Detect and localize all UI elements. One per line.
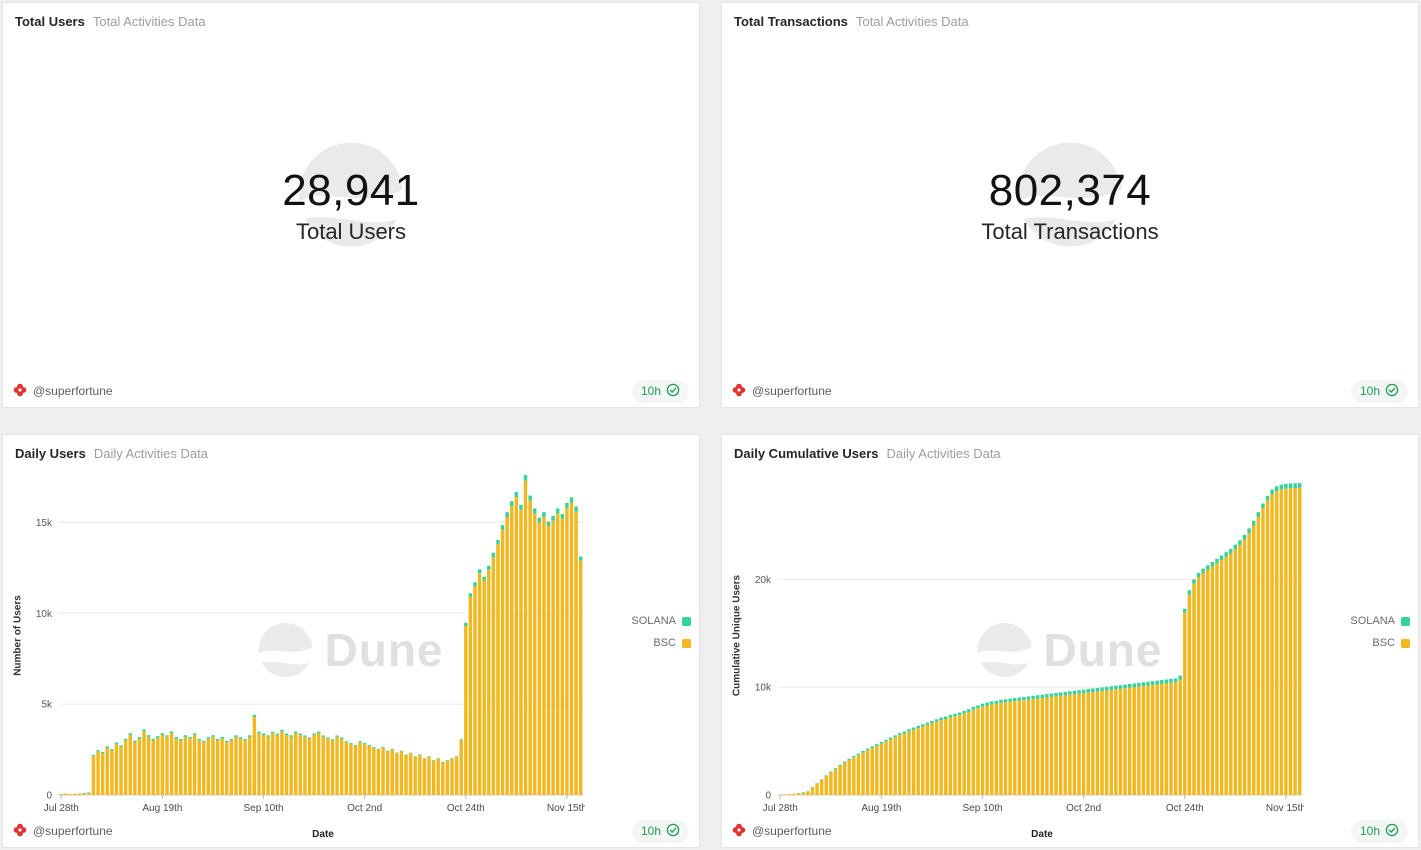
legend-swatch-bsc [682,638,691,648]
svg-text:Jul 28th: Jul 28th [763,803,798,814]
author-handle: @superfortune [752,384,832,398]
svg-text:Sep 10th: Sep 10th [244,803,284,814]
panel-total-users: Total Users Total Activities Data 28,941… [2,2,700,408]
panel-subtitle: Daily Activities Data [93,446,208,461]
freshness-label: 10h [640,824,661,838]
panel-footer: @superfortune 10h [722,815,1418,847]
counter-label: Total Transactions [981,218,1159,244]
counter-value: 802,374 [988,165,1152,215]
author-handle: @superfortune [33,824,113,838]
panel-total-transactions: Total Transactions Total Activities Data… [721,2,1419,408]
legend-swatch-solana [1401,616,1410,626]
svg-text:Sep 10th: Sep 10th [963,803,1003,814]
chart-legend: SOLANA BSC [595,615,691,649]
legend-item-bsc: BSC [653,637,691,649]
svg-text:20k: 20k [755,575,772,586]
panel-footer: @superfortune 10h [3,815,699,847]
svg-text:0: 0 [46,791,52,802]
author-link[interactable]: @superfortune [732,383,832,400]
superfortune-logo-icon [13,823,27,840]
panel-subtitle: Total Activities Data [92,14,206,29]
legend-label: SOLANA [631,615,676,627]
panel-footer: @superfortune 10h [3,375,699,407]
x-axis-title: Date [1031,829,1053,840]
panel-subtitle: Daily Activities Data [886,446,1001,461]
daily-users-chart: 0 5k 10k 15k Jul 28th Aug 19th Sep 10th Oct 2nd… [19,469,587,821]
svg-text:10k: 10k [755,683,772,694]
freshness-label: 10h [1359,824,1380,838]
legend-label: BSC [653,637,676,649]
panel-subtitle: Total Activities Data [855,14,969,29]
panel-header: Daily Users Daily Activities Data [3,435,699,461]
legend-swatch-bsc [1401,638,1410,648]
svg-text:Oct 2nd: Oct 2nd [1066,803,1101,814]
panel-footer: @superfortune 10h [722,375,1418,407]
svg-text:Nov 15th: Nov 15th [547,803,585,814]
legend-item-solana: SOLANA [631,615,691,627]
counter-value: 28,941 [282,165,420,215]
panel-daily-cumulative-users: Daily Cumulative Users Daily Activities … [721,434,1419,848]
svg-text:Oct 24th: Oct 24th [1166,803,1204,814]
panel-header: Total Users Total Activities Data [3,3,699,29]
svg-text:Aug 19th: Aug 19th [861,803,901,814]
x-axis-title: Date [312,829,334,840]
freshness-label: 10h [1359,384,1380,398]
check-circle-icon [1385,383,1399,400]
superfortune-logo-icon [732,383,746,400]
author-link[interactable]: @superfortune [13,383,113,400]
panel-header: Total Transactions Total Activities Data [722,3,1418,29]
svg-text:Nov 15th: Nov 15th [1266,803,1304,814]
svg-text:Oct 24th: Oct 24th [447,803,485,814]
legend-label: SOLANA [1350,615,1395,627]
freshness-label: 10h [640,384,661,398]
check-circle-icon [1385,823,1399,840]
author-link[interactable]: @superfortune [732,823,832,840]
check-circle-icon [666,823,680,840]
superfortune-logo-icon [732,823,746,840]
svg-text:Jul 28th: Jul 28th [44,803,79,814]
superfortune-logo-icon [13,383,27,400]
freshness-badge[interactable]: 10h [631,819,689,843]
svg-text:0: 0 [765,791,771,802]
author-handle: @superfortune [752,824,832,838]
svg-text:15k: 15k [36,518,53,529]
legend-item-bsc: BSC [1372,637,1410,649]
check-circle-icon [666,383,680,400]
legend-item-solana: SOLANA [1350,615,1410,627]
panel-daily-users: Daily Users Daily Activities Data Dune N… [2,434,700,848]
panel-header: Daily Cumulative Users Daily Activities … [722,435,1418,461]
counter: 802,374 Total Transactions [722,33,1418,377]
legend-swatch-solana [682,616,691,626]
panel-title: Total Users [15,14,85,29]
counter: 28,941 Total Users [3,33,699,377]
panel-title: Daily Cumulative Users [734,446,879,461]
freshness-badge[interactable]: 10h [631,379,689,403]
freshness-badge[interactable]: 10h [1350,379,1408,403]
counter-label: Total Users [295,218,407,244]
svg-text:Aug 19th: Aug 19th [142,803,182,814]
author-handle: @superfortune [33,384,113,398]
author-link[interactable]: @superfortune [13,823,113,840]
daily-cumulative-users-chart: 0 10k 20k Jul 28th Aug 19th Sep 10th Oct 2nd Oc… [738,469,1306,821]
panel-title: Daily Users [15,446,86,461]
freshness-badge[interactable]: 10h [1350,819,1408,843]
chart-legend: SOLANA BSC [1314,615,1410,649]
legend-label: BSC [1372,637,1395,649]
svg-text:10k: 10k [36,609,53,620]
svg-text:Oct 2nd: Oct 2nd [347,803,382,814]
panel-title: Total Transactions [734,14,848,29]
svg-text:5k: 5k [41,700,53,711]
